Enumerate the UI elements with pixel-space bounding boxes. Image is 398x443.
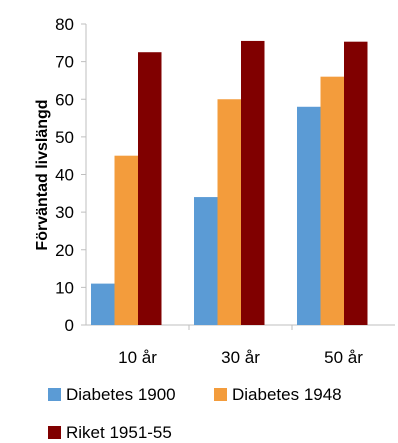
x-tick-label: 10 år [118, 348, 157, 367]
bar [320, 76, 344, 325]
bar [91, 283, 115, 325]
y-tick-label: 70 [55, 53, 74, 72]
y-tick-label: 0 [65, 316, 74, 335]
y-axis-ticks: 0 10 20 30 40 50 60 70 80 [55, 15, 86, 335]
y-tick-label: 20 [55, 241, 74, 260]
x-axis-ticks: 10 år 30 år 50 år [118, 325, 363, 367]
bar [114, 155, 138, 325]
bars [91, 40, 368, 326]
x-tick-label: 30 år [221, 348, 260, 367]
bar [194, 197, 218, 325]
bar [138, 52, 162, 325]
y-tick-label: 50 [55, 128, 74, 147]
y-tick-label: 60 [55, 90, 74, 109]
legend-swatch [48, 426, 61, 439]
y-tick-label: 10 [55, 278, 74, 297]
bar [344, 41, 368, 326]
legend-swatch [48, 388, 61, 401]
y-axis-label: Förväntad livslängd [34, 99, 51, 250]
bar [241, 40, 265, 326]
legend-label: Diabetes 1900 [66, 385, 176, 404]
bar [297, 106, 321, 326]
y-tick-label: 40 [55, 166, 74, 185]
y-tick-label: 30 [55, 203, 74, 222]
y-tick-label: 80 [55, 15, 74, 34]
x-tick-label: 50 år [324, 348, 363, 367]
legend-swatch [214, 388, 227, 401]
bar [217, 99, 241, 325]
legend-label: Diabetes 1948 [232, 385, 342, 404]
legend: Diabetes 1900 Diabetes 1948 Riket 1951-55 [48, 385, 342, 442]
legend-label: Riket 1951-55 [66, 423, 172, 442]
